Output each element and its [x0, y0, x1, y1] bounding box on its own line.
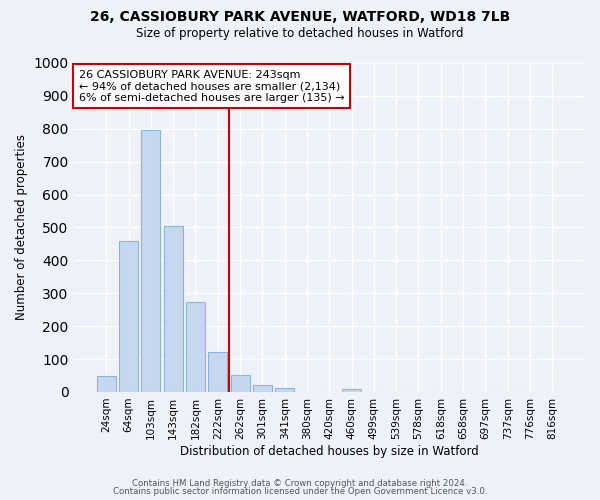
Text: Size of property relative to detached houses in Watford: Size of property relative to detached ho… — [136, 28, 464, 40]
Bar — [230, 375, 250, 392]
Bar — [186, 302, 205, 392]
Bar — [342, 388, 361, 392]
Text: 26, CASSIOBURY PARK AVENUE, WATFORD, WD18 7LB: 26, CASSIOBURY PARK AVENUE, WATFORD, WD1… — [90, 10, 510, 24]
Text: Contains public sector information licensed under the Open Government Licence v3: Contains public sector information licen… — [113, 487, 487, 496]
Bar — [253, 386, 272, 392]
Bar — [119, 240, 138, 392]
Bar — [275, 388, 294, 392]
Text: 26 CASSIOBURY PARK AVENUE: 243sqm
← 94% of detached houses are smaller (2,134)
6: 26 CASSIOBURY PARK AVENUE: 243sqm ← 94% … — [79, 70, 344, 103]
Bar — [208, 352, 227, 392]
Text: Contains HM Land Registry data © Crown copyright and database right 2024.: Contains HM Land Registry data © Crown c… — [132, 478, 468, 488]
Y-axis label: Number of detached properties: Number of detached properties — [15, 134, 28, 320]
Bar — [97, 376, 116, 392]
Bar — [142, 130, 160, 392]
Bar — [164, 226, 182, 392]
X-axis label: Distribution of detached houses by size in Watford: Distribution of detached houses by size … — [180, 444, 479, 458]
